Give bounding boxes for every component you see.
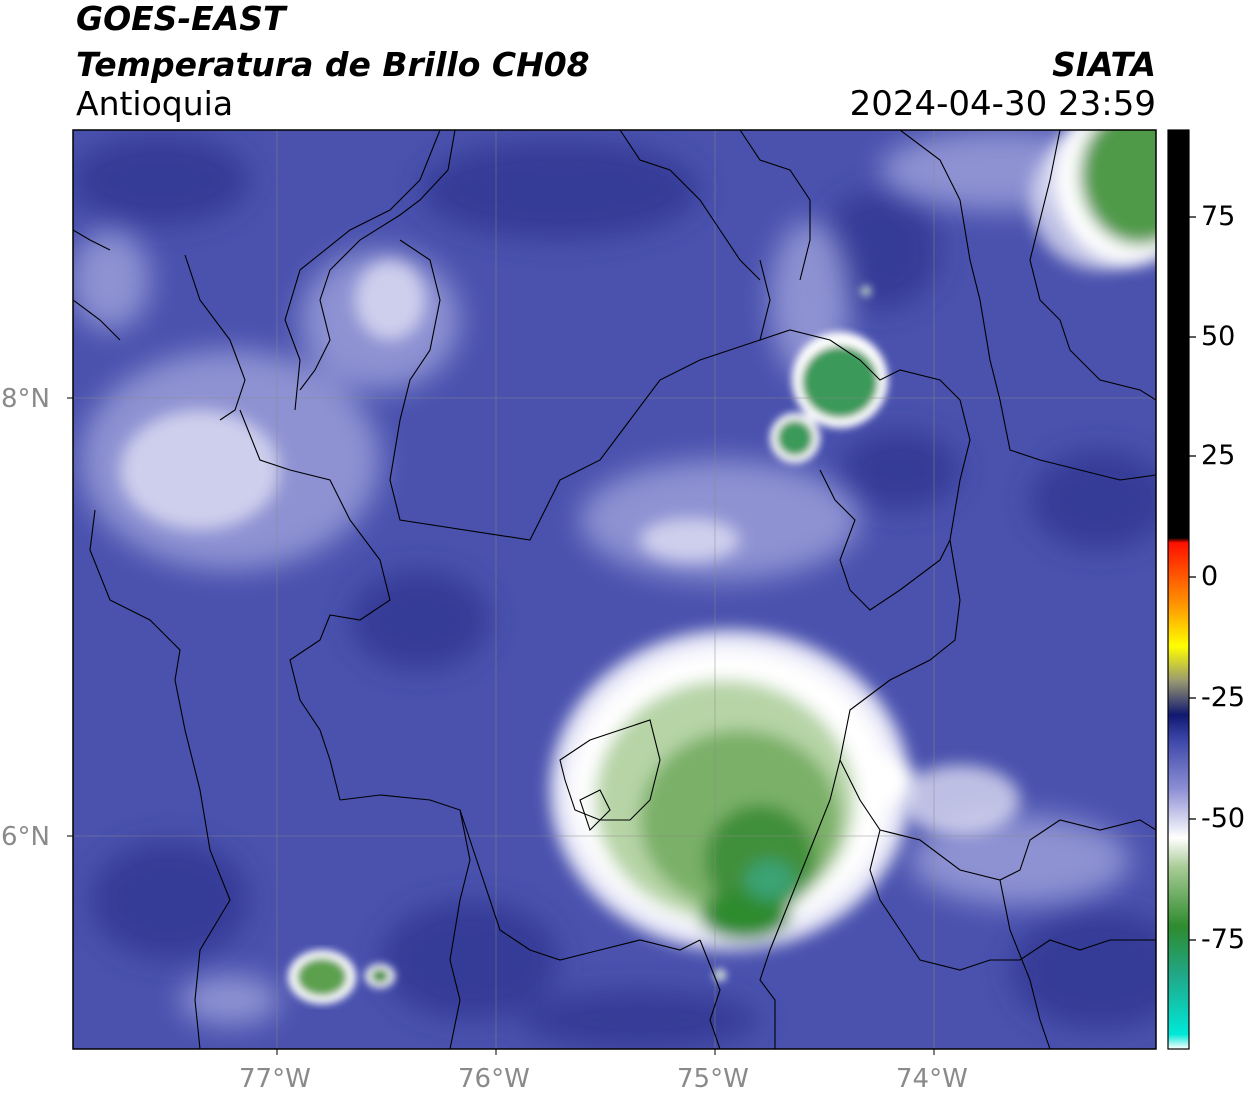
product-title: Temperatura de Brillo CH08 — [76, 45, 590, 84]
lon-label-76w: 76°W — [458, 1064, 530, 1094]
graticule — [73, 130, 1156, 1049]
colorbar-label-25: 25 — [1201, 440, 1236, 471]
colorbar-label-75: 75 — [1201, 201, 1236, 232]
satellite-title: GOES-EAST — [76, 0, 286, 38]
lat-label-6n: 6°N — [1, 822, 50, 852]
lon-label-74w: 74°W — [896, 1064, 968, 1094]
colorbar — [1167, 129, 1190, 1050]
colorbar-label-minus75: -75 — [1201, 924, 1246, 955]
region-label: Antioquia — [76, 84, 234, 123]
lon-label-77w: 77°W — [239, 1064, 311, 1094]
colorbar-ticks — [1189, 216, 1196, 941]
colorbar-label-0: 0 — [1201, 561, 1219, 592]
axis-ticks — [67, 397, 935, 1055]
colorbar-label-minus50: -50 — [1201, 803, 1246, 834]
political-boundaries — [73, 130, 1156, 1049]
map-frame — [72, 129, 1157, 1050]
source-label: SIATA — [1052, 45, 1156, 84]
datetime-label: 2024-04-30 23:59 — [849, 84, 1156, 124]
colorbar-label-minus25: -25 — [1201, 682, 1246, 713]
lon-label-75w: 75°W — [677, 1064, 749, 1094]
brightness-temperature-field — [73, 130, 1156, 1049]
colorbar-label-50: 50 — [1201, 321, 1236, 352]
lat-label-8n: 8°N — [1, 384, 50, 414]
